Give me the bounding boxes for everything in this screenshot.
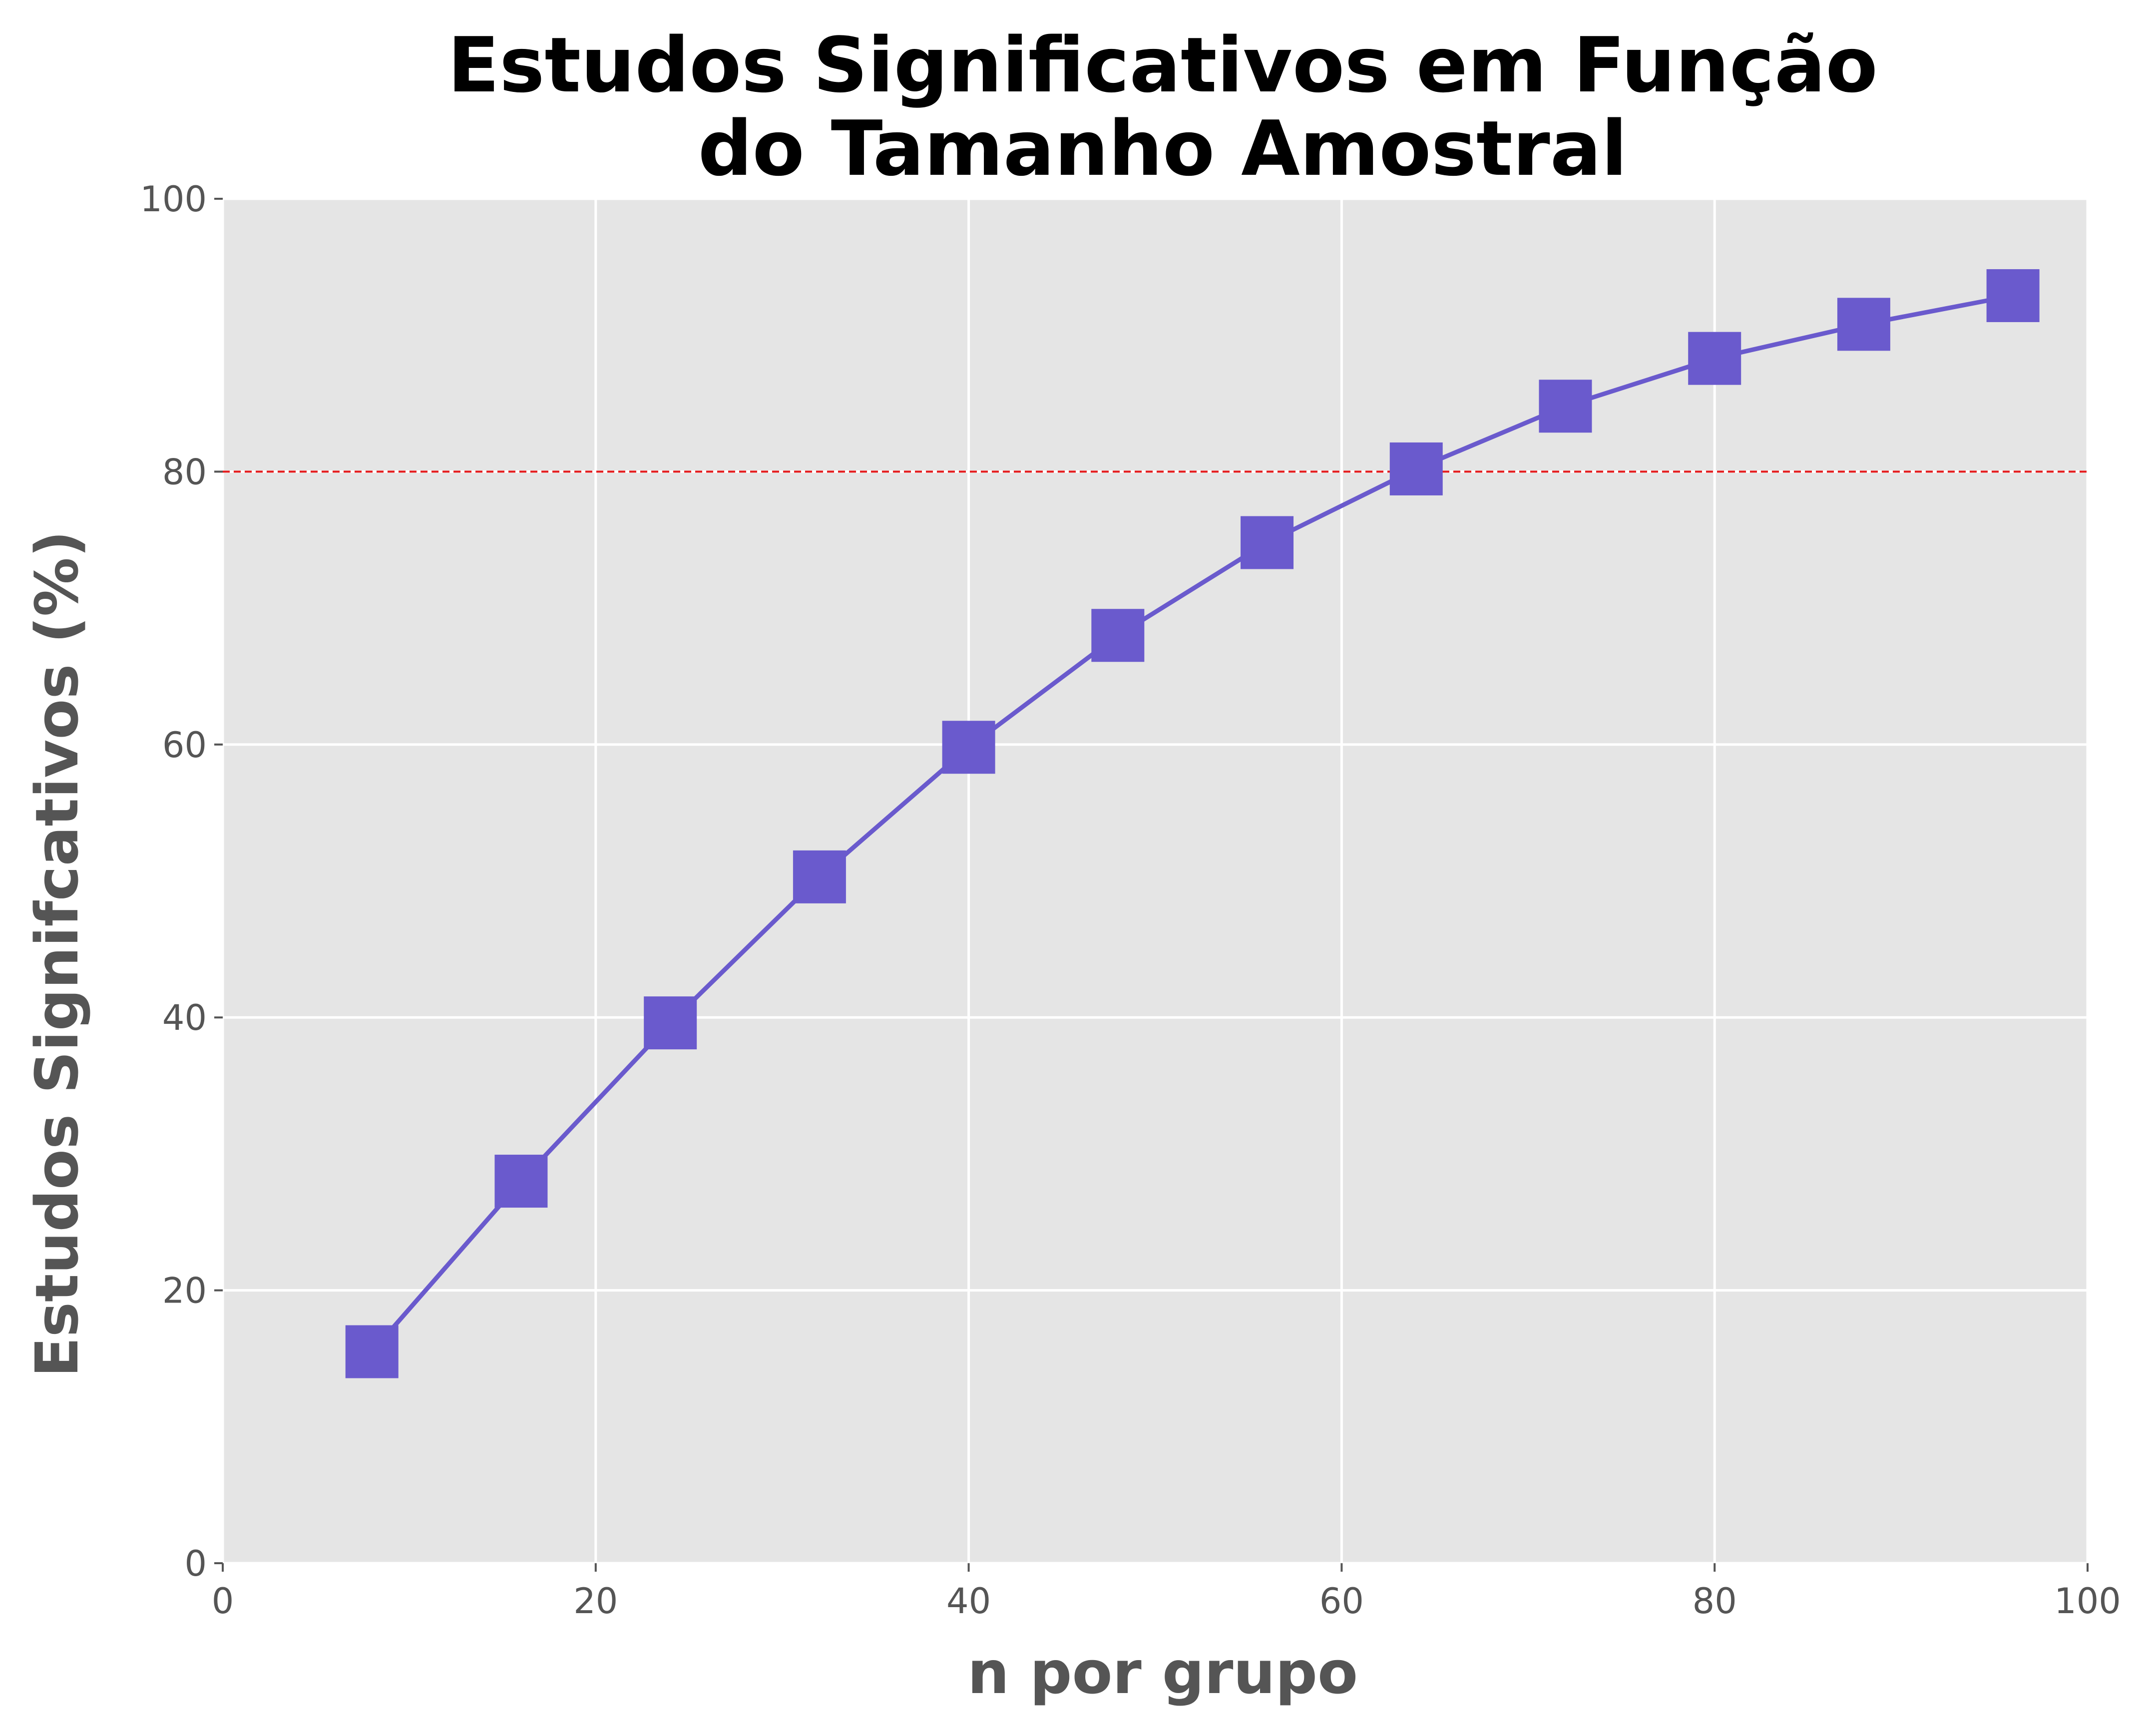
- data-point-marker: [793, 850, 846, 903]
- data-point-marker: [942, 721, 995, 774]
- y-tick-label: 20: [162, 1271, 207, 1311]
- data-point-marker: [1241, 516, 1294, 569]
- x-tick-label: 0: [212, 1581, 234, 1622]
- y-tick-label: 80: [162, 451, 207, 492]
- data-point-marker: [494, 1155, 548, 1208]
- x-tick-label: 20: [573, 1581, 618, 1622]
- chart-title-line-1: Estudos Significativos em Função: [447, 21, 1878, 109]
- x-tick-label: 60: [1319, 1581, 1364, 1622]
- data-point-marker: [345, 1325, 399, 1378]
- x-tick-label: 100: [2054, 1581, 2121, 1622]
- y-tick-label: 0: [184, 1543, 207, 1584]
- x-tick-label: 40: [946, 1581, 991, 1622]
- y-tick-label: 100: [140, 179, 207, 220]
- data-point-marker: [1091, 609, 1145, 662]
- plot-area: 0 20 40 60 80 100 0 20 40 60 80 100: [140, 179, 2121, 1622]
- x-axis-label: n por grupo: [967, 1638, 1358, 1707]
- data-point-marker: [1688, 332, 1741, 385]
- chart-title-line-2: do Tamanho Amostral: [698, 104, 1628, 193]
- data-point-marker: [1837, 298, 1890, 351]
- y-tick-label: 60: [162, 725, 207, 766]
- plot-background: [223, 199, 2088, 1563]
- data-point-marker: [1986, 269, 2040, 322]
- data-point-marker: [644, 996, 697, 1050]
- data-point-marker: [1389, 442, 1443, 495]
- y-axis-label: Estudos Signifcativos (%): [22, 530, 91, 1377]
- x-tick-label: 80: [1693, 1581, 1737, 1622]
- y-tick-label: 40: [162, 997, 207, 1038]
- data-point-marker: [1539, 380, 1592, 433]
